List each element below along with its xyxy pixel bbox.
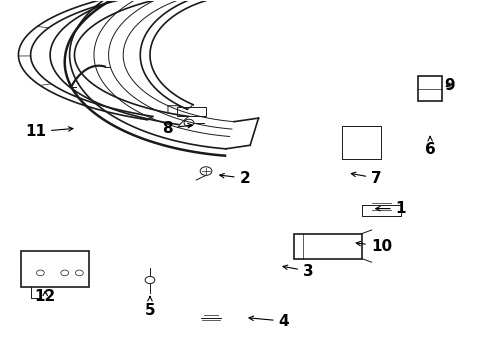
Text: 1: 1 (376, 201, 406, 216)
Text: 2: 2 (220, 171, 250, 186)
Text: 9: 9 (444, 78, 455, 93)
Text: 12: 12 (35, 289, 56, 303)
Text: 6: 6 (425, 136, 436, 157)
Text: 5: 5 (145, 297, 155, 318)
Text: 4: 4 (249, 314, 289, 329)
Text: 8: 8 (162, 121, 192, 136)
Text: 7: 7 (351, 171, 382, 186)
Text: 3: 3 (283, 264, 314, 279)
Bar (177, 107, 206, 116)
Text: 10: 10 (356, 239, 392, 253)
Text: 11: 11 (25, 124, 73, 139)
